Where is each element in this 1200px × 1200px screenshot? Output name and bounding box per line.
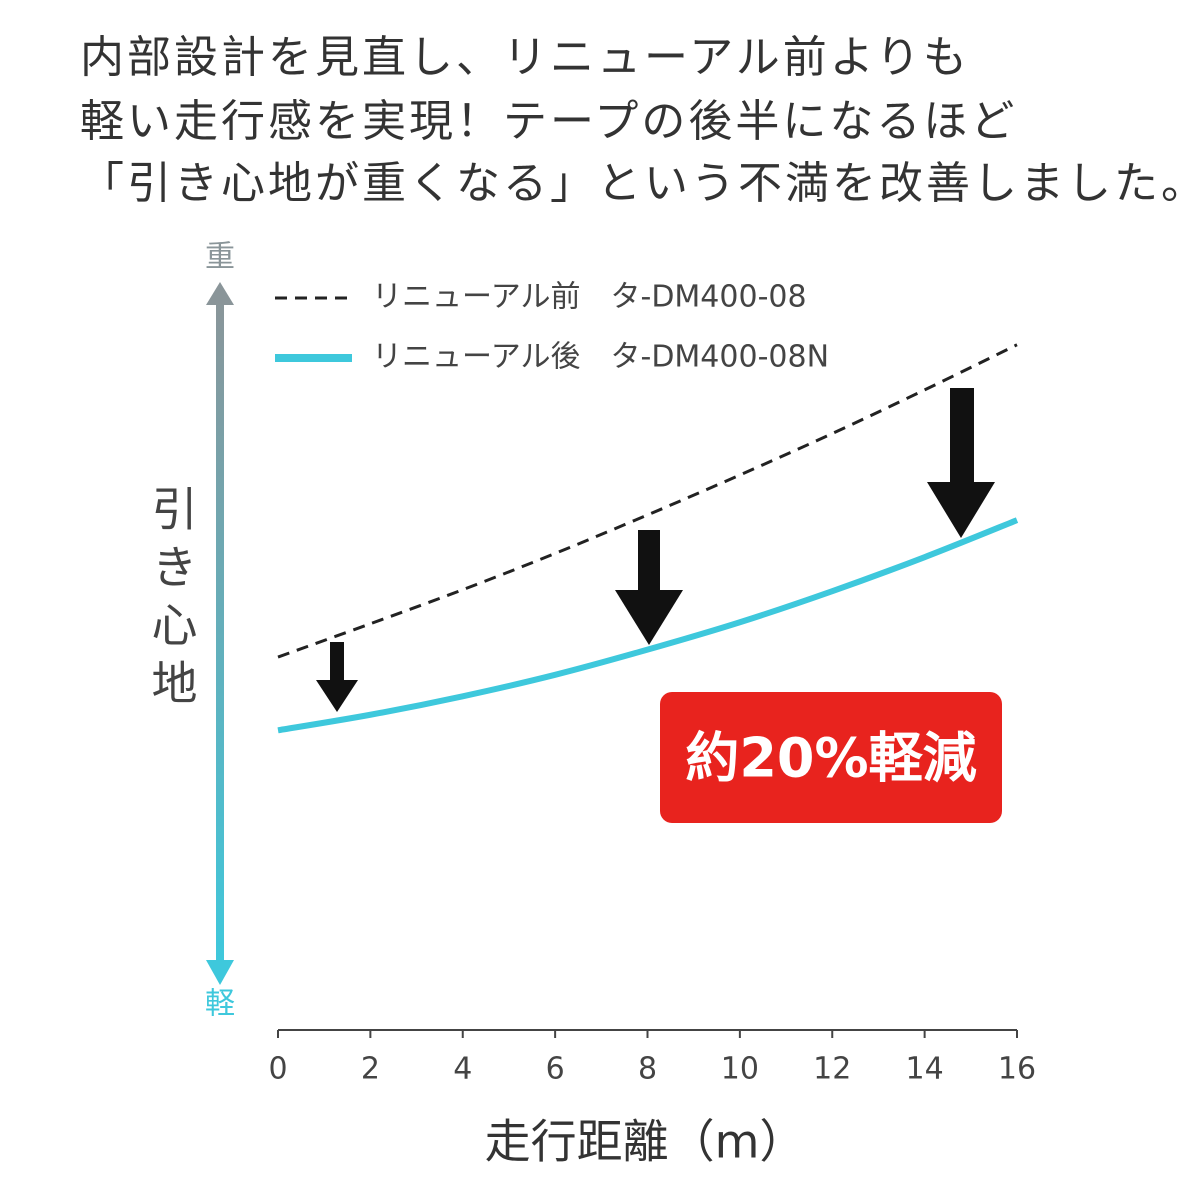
title-line: 「引き心地が重くなる」という不満を改善しました。: [80, 158, 1200, 209]
series-line: [277, 343, 1018, 659]
x-tick-label: 16: [998, 1052, 1036, 1087]
y-bottom-label: 軽: [205, 987, 235, 1022]
y-axis: [216, 300, 224, 965]
series-line: [277, 517, 1019, 734]
title-line: 内部設計を見直し、リニューアル前よりも: [80, 32, 970, 83]
callout-text: 約20%軽減: [685, 727, 976, 790]
x-tick-label: 2: [361, 1052, 380, 1087]
callout-box: [660, 692, 1002, 823]
x-axis-label: 走行距離（m）: [485, 1115, 806, 1169]
y-axis-arrow-up: [206, 282, 234, 305]
y-axis-label: 引き心地: [145, 485, 199, 717]
x-tick-label: 10: [721, 1052, 759, 1087]
y-top-label: 重: [205, 240, 235, 275]
x-tick-label: 6: [546, 1052, 565, 1087]
x-tick-label: 12: [813, 1052, 851, 1087]
x-tick-label: 8: [638, 1052, 657, 1087]
x-tick-label: 14: [906, 1052, 944, 1087]
y-axis-arrow-down: [206, 960, 234, 985]
x-tick-label: 4: [453, 1052, 472, 1087]
legend-label: リニューアル前 タ-DM400-08: [372, 280, 807, 315]
x-tick-label: 0: [268, 1052, 287, 1087]
legend-label: リニューアル後 タ-DM400-08N: [372, 340, 829, 375]
title-line: 軽い走行感を実現！テープの後半になるほど: [80, 96, 1017, 147]
reduction-arrows: [316, 388, 995, 712]
